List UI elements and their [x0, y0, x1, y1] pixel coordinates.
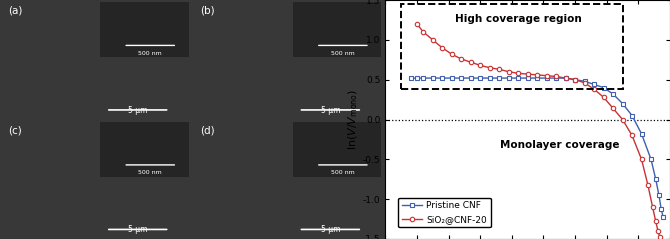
Pristine CNF [543, 77, 551, 80]
Text: 500 nm: 500 nm [331, 170, 354, 175]
Pristine CNF [590, 83, 598, 86]
Pristine CNF [457, 77, 465, 80]
FancyBboxPatch shape [100, 122, 189, 177]
Pristine CNF [438, 77, 446, 80]
Text: (d): (d) [200, 125, 215, 136]
SiO₂@CNF-20 [644, 183, 652, 186]
SiO₂@CNF-20 [652, 220, 660, 223]
Pristine CNF [652, 178, 660, 181]
Pristine CNF [628, 114, 636, 117]
SiO₂@CNF-20 [448, 53, 456, 56]
Pristine CNF [486, 77, 494, 80]
Pristine CNF [407, 77, 415, 80]
Pristine CNF [466, 77, 474, 80]
SiO₂@CNF-20 [476, 64, 484, 67]
Pristine CNF [552, 77, 560, 80]
Pristine CNF [659, 215, 667, 218]
Pristine CNF [495, 77, 503, 80]
Legend: Pristine CNF, SiO₂@CNF-20: Pristine CNF, SiO₂@CNF-20 [398, 198, 490, 227]
Pristine CNF [514, 77, 522, 80]
SiO₂@CNF-20 [571, 78, 579, 81]
Pristine CNF [523, 77, 531, 80]
SiO₂@CNF-20 [438, 46, 446, 49]
SiO₂@CNF-20 [552, 75, 560, 78]
Pristine CNF [448, 77, 456, 80]
SiO₂@CNF-20 [523, 73, 531, 76]
Pristine CNF [647, 158, 655, 161]
Pristine CNF [655, 194, 663, 197]
SiO₂@CNF-20 [505, 70, 513, 73]
SiO₂@CNF-20 [429, 38, 437, 41]
Text: (c): (c) [7, 125, 21, 136]
SiO₂@CNF-20 [486, 66, 494, 69]
Pristine CNF [618, 102, 626, 105]
SiO₂@CNF-20 [514, 72, 522, 75]
SiO₂@CNF-20 [654, 230, 662, 233]
Line: SiO₂@CNF-20: SiO₂@CNF-20 [415, 22, 662, 239]
SiO₂@CNF-20 [618, 118, 626, 121]
Pristine CNF [561, 77, 569, 80]
Pristine CNF [419, 77, 427, 80]
Text: (b): (b) [200, 6, 215, 16]
SiO₂@CNF-20 [413, 22, 421, 25]
Text: 5 μm: 5 μm [128, 106, 147, 115]
FancyBboxPatch shape [293, 2, 381, 57]
Pristine CNF [476, 77, 484, 80]
Pristine CNF [533, 77, 541, 80]
Pristine CNF [600, 86, 608, 89]
Text: 500 nm: 500 nm [331, 51, 354, 56]
Pristine CNF [571, 78, 579, 81]
Pristine CNF [638, 132, 646, 135]
SiO₂@CNF-20 [561, 77, 569, 80]
FancyBboxPatch shape [100, 2, 189, 57]
SiO₂@CNF-20 [655, 235, 663, 238]
Text: 500 nm: 500 nm [139, 170, 162, 175]
Pristine CNF [580, 80, 588, 83]
Text: 500 nm: 500 nm [139, 51, 162, 56]
Pristine CNF [413, 77, 421, 80]
Text: 5 μm: 5 μm [128, 225, 147, 234]
Pristine CNF [429, 77, 437, 80]
SiO₂@CNF-20 [543, 74, 551, 77]
SiO₂@CNF-20 [457, 58, 465, 60]
SiO₂@CNF-20 [419, 30, 427, 33]
Text: 5 μm: 5 μm [321, 106, 340, 115]
Line: Pristine CNF: Pristine CNF [408, 76, 665, 219]
SiO₂@CNF-20 [649, 206, 657, 209]
Pristine CNF [609, 92, 617, 95]
SiO₂@CNF-20 [600, 96, 608, 99]
SiO₂@CNF-20 [628, 134, 636, 137]
Text: 5 μm: 5 μm [321, 225, 340, 234]
SiO₂@CNF-20 [495, 68, 503, 71]
Text: High coverage region: High coverage region [455, 14, 582, 24]
SiO₂@CNF-20 [466, 61, 474, 64]
SiO₂@CNF-20 [580, 81, 588, 84]
FancyBboxPatch shape [293, 122, 381, 177]
Text: (a): (a) [7, 6, 22, 16]
SiO₂@CNF-20 [609, 107, 617, 110]
Y-axis label: ln($V/V_\mathrm{mono}$): ln($V/V_\mathrm{mono}$) [346, 89, 360, 150]
SiO₂@CNF-20 [533, 73, 541, 76]
Pristine CNF [657, 207, 665, 210]
Text: Monolayer coverage: Monolayer coverage [500, 140, 619, 150]
SiO₂@CNF-20 [638, 158, 646, 161]
Pristine CNF [505, 77, 513, 80]
SiO₂@CNF-20 [590, 88, 598, 91]
